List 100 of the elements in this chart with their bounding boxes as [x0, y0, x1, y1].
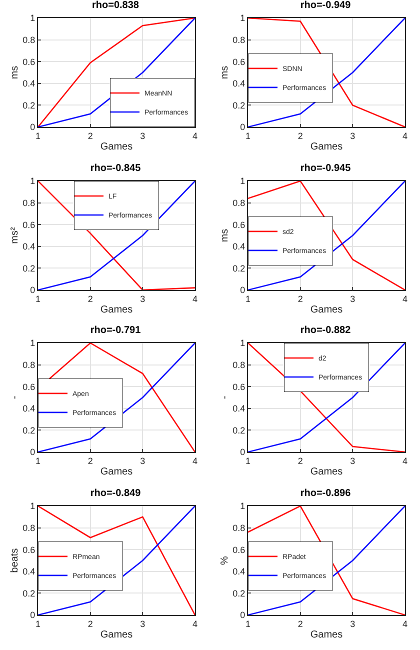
y-axis-title: beats [10, 548, 21, 572]
y-tick-label: 0.6 [22, 56, 36, 67]
y-tick-label: 0.4 [22, 241, 36, 252]
x-tick-label: 4 [192, 130, 198, 141]
y-tick-label: 1 [30, 13, 36, 24]
y-tick-label: 0.8 [232, 360, 246, 370]
y-tick-label: 0 [240, 610, 246, 620]
y-tick-label: 0.2 [232, 262, 246, 273]
y-tick-label: 0.4 [232, 78, 246, 89]
x-tick-label: 4 [402, 130, 408, 141]
y-tick-label: 0.6 [232, 219, 246, 230]
x-axis-title: Games [100, 141, 133, 152]
y-tick-label: 0.2 [22, 100, 36, 110]
x-tick-label: 4 [192, 618, 198, 628]
y-axis-title: - [10, 396, 21, 400]
chart-title: rho=-0.896 [300, 487, 352, 498]
y-tick-label: 1 [30, 338, 36, 348]
x-tick-label: 3 [350, 293, 356, 304]
y-tick-label: 0.4 [232, 566, 246, 576]
y-tick-label: 0.8 [232, 197, 246, 208]
y-tick-label: 0.4 [22, 404, 36, 414]
y-axis-title: ms [220, 228, 231, 242]
x-tick-label: 4 [402, 293, 408, 304]
line-series [248, 343, 405, 452]
chart-title: rho=-0.882 [300, 324, 352, 336]
x-tick-label: 3 [350, 130, 356, 141]
x-tick-label: 4 [402, 618, 408, 628]
x-axis-title: Games [310, 466, 343, 478]
x-tick-label: 2 [298, 456, 303, 466]
y-tick-label: 0.2 [22, 262, 36, 273]
y-tick-label: 0.4 [232, 241, 246, 252]
x-tick-label: 4 [192, 456, 198, 466]
y-tick-label: 0.2 [22, 588, 36, 598]
y-axis-title: ms [220, 66, 231, 80]
line-series [38, 18, 195, 127]
x-axis-title: Games [310, 141, 343, 152]
chart-title: rho=-0.945 [300, 162, 352, 174]
x-tick-label: 3 [140, 293, 146, 304]
y-tick-label: 0.6 [22, 219, 36, 230]
y-tick-label: 0.2 [232, 588, 246, 598]
x-tick-label: 3 [350, 618, 356, 628]
y-axis-title: % [220, 555, 231, 564]
y-tick-label: 0.8 [22, 360, 36, 370]
x-tick-label: 4 [192, 293, 198, 304]
line-series [248, 506, 405, 614]
y-tick-label: 0 [30, 610, 36, 620]
y-tick-label: 0 [30, 122, 36, 132]
chart-title: rho=0.838 [92, 0, 140, 11]
y-tick-label: 0.8 [22, 34, 36, 45]
y-tick-label: 1 [240, 176, 246, 186]
y-tick-label: 1 [30, 176, 36, 186]
y-tick-label: 0.8 [232, 34, 246, 45]
y-tick-label: 0 [240, 122, 246, 132]
y-tick-label: 0 [240, 447, 246, 458]
x-tick-label: 2 [88, 618, 93, 628]
y-axis-title: ms² [10, 226, 21, 244]
y-tick-label: 0.2 [232, 425, 246, 436]
x-tick-label: 3 [140, 456, 146, 466]
y-tick-label: 0 [30, 284, 36, 295]
y-tick-label: 0.8 [22, 197, 36, 208]
x-axis-title: Games [100, 304, 133, 315]
x-axis-title: Games [310, 304, 343, 315]
line-series [38, 180, 195, 290]
y-tick-label: 0.6 [22, 544, 36, 554]
y-tick-label: 0.6 [22, 382, 36, 392]
line-series [248, 180, 405, 290]
y-tick-label: 0.6 [232, 544, 246, 554]
x-tick-label: 3 [350, 456, 356, 466]
y-tick-label: 0.2 [232, 100, 246, 110]
chart-title: rho=-0.791 [90, 324, 142, 336]
x-tick-label: 2 [88, 130, 93, 141]
x-tick-label: 3 [140, 130, 146, 141]
y-tick-label: 1 [30, 500, 36, 511]
y-tick-label: 0.8 [22, 522, 36, 532]
y-axis-title: - [220, 396, 231, 400]
line-series [38, 506, 195, 614]
x-axis-title: Games [100, 466, 133, 478]
y-axis-title: ms [10, 66, 21, 80]
x-tick-label: 2 [88, 293, 93, 304]
x-tick-label: 2 [88, 456, 93, 466]
chart-title: rho=-0.845 [90, 162, 142, 174]
y-tick-label: 0.4 [22, 566, 36, 576]
x-tick-label: 2 [298, 618, 303, 628]
x-tick-label: 3 [140, 618, 146, 628]
x-axis-title: Games [100, 628, 133, 640]
y-tick-label: 1 [240, 338, 246, 348]
y-tick-label: 0.4 [232, 404, 246, 414]
chart-title: rho=-0.849 [90, 487, 142, 498]
line-series [248, 18, 405, 127]
y-tick-label: 0.8 [232, 522, 246, 532]
y-tick-label: 1 [240, 13, 246, 24]
y-tick-label: 0.2 [22, 425, 36, 436]
y-tick-label: 0.6 [232, 382, 246, 392]
x-tick-label: 2 [298, 130, 303, 141]
x-axis-title: Games [310, 628, 343, 640]
y-tick-label: 0.6 [232, 56, 246, 67]
x-tick-label: 4 [402, 456, 408, 466]
y-tick-label: 0 [30, 447, 36, 458]
y-tick-label: 1 [240, 500, 246, 511]
x-tick-label: 2 [298, 293, 303, 304]
